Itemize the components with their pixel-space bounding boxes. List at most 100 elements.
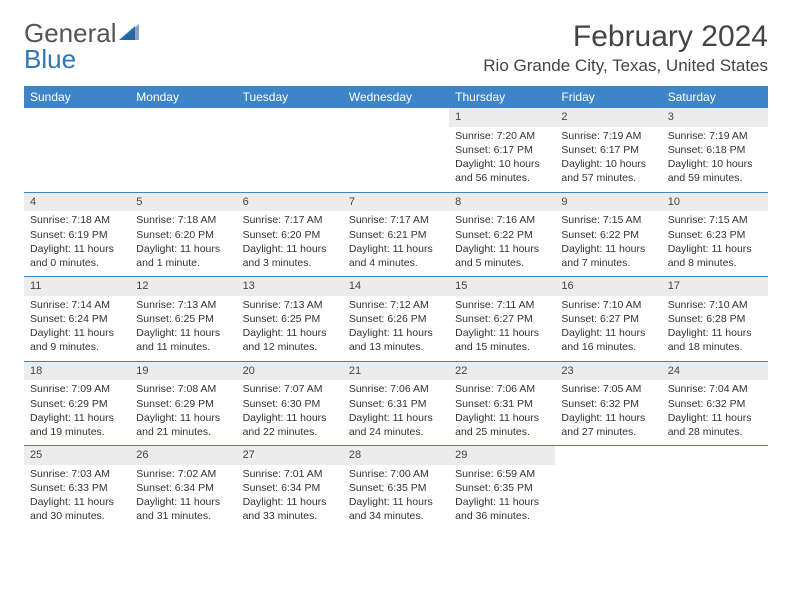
day-number xyxy=(555,446,661,465)
day-details: Sunrise: 7:02 AMSunset: 6:34 PMDaylight:… xyxy=(130,465,236,530)
sunset-text: Sunset: 6:27 PM xyxy=(561,312,655,326)
sunset-text: Sunset: 6:19 PM xyxy=(30,228,124,242)
day-number: 8 xyxy=(449,193,555,212)
daylight-text: Daylight: 11 hours and 28 minutes. xyxy=(668,411,762,439)
sunrise-text: Sunrise: 7:06 AM xyxy=(455,382,549,396)
sunrise-text: Sunrise: 7:15 AM xyxy=(561,213,655,227)
day-number xyxy=(343,108,449,127)
daylight-text: Daylight: 11 hours and 36 minutes. xyxy=(455,495,549,523)
day-details: Sunrise: 7:19 AMSunset: 6:17 PMDaylight:… xyxy=(555,127,661,192)
sunset-text: Sunset: 6:35 PM xyxy=(349,481,443,495)
calendar: Sunday Monday Tuesday Wednesday Thursday… xyxy=(24,86,768,530)
weeks-container: 1Sunrise: 7:20 AMSunset: 6:17 PMDaylight… xyxy=(24,108,768,530)
day-cell: 24Sunrise: 7:04 AMSunset: 6:32 PMDayligh… xyxy=(662,361,768,446)
day-number: 18 xyxy=(24,362,130,381)
sunset-text: Sunset: 6:32 PM xyxy=(668,397,762,411)
sunrise-text: Sunrise: 7:10 AM xyxy=(561,298,655,312)
day-details: Sunrise: 7:11 AMSunset: 6:27 PMDaylight:… xyxy=(449,296,555,361)
day-details: Sunrise: 7:00 AMSunset: 6:35 PMDaylight:… xyxy=(343,465,449,530)
day-cell: 2Sunrise: 7:19 AMSunset: 6:17 PMDaylight… xyxy=(555,108,661,192)
day-cell: 4Sunrise: 7:18 AMSunset: 6:19 PMDaylight… xyxy=(24,192,130,277)
day-details: Sunrise: 7:10 AMSunset: 6:28 PMDaylight:… xyxy=(662,296,768,361)
daylight-text: Daylight: 11 hours and 18 minutes. xyxy=(668,326,762,354)
day-number: 10 xyxy=(662,193,768,212)
day-number: 26 xyxy=(130,446,236,465)
daylight-text: Daylight: 11 hours and 19 minutes. xyxy=(30,411,124,439)
day-cell: 14Sunrise: 7:12 AMSunset: 6:26 PMDayligh… xyxy=(343,276,449,361)
daylight-text: Daylight: 11 hours and 11 minutes. xyxy=(136,326,230,354)
day-header: Tuesday xyxy=(237,86,343,108)
day-details: Sunrise: 7:09 AMSunset: 6:29 PMDaylight:… xyxy=(24,380,130,445)
day-cell xyxy=(555,445,661,530)
day-number: 12 xyxy=(130,277,236,296)
day-header: Thursday xyxy=(449,86,555,108)
daylight-text: Daylight: 11 hours and 7 minutes. xyxy=(561,242,655,270)
day-cell: 6Sunrise: 7:17 AMSunset: 6:20 PMDaylight… xyxy=(237,192,343,277)
daylight-text: Daylight: 11 hours and 33 minutes. xyxy=(243,495,337,523)
day-details: Sunrise: 7:10 AMSunset: 6:27 PMDaylight:… xyxy=(555,296,661,361)
day-number xyxy=(662,446,768,465)
day-header: Wednesday xyxy=(343,86,449,108)
daylight-text: Daylight: 10 hours and 56 minutes. xyxy=(455,157,549,185)
day-cell: 3Sunrise: 7:19 AMSunset: 6:18 PMDaylight… xyxy=(662,108,768,192)
day-number: 15 xyxy=(449,277,555,296)
day-number: 11 xyxy=(24,277,130,296)
sunset-text: Sunset: 6:21 PM xyxy=(349,228,443,242)
day-details: Sunrise: 7:14 AMSunset: 6:24 PMDaylight:… xyxy=(24,296,130,361)
day-number xyxy=(237,108,343,127)
day-cell: 29Sunrise: 6:59 AMSunset: 6:35 PMDayligh… xyxy=(449,445,555,530)
day-number: 4 xyxy=(24,193,130,212)
daylight-text: Daylight: 11 hours and 1 minute. xyxy=(136,242,230,270)
daylight-text: Daylight: 10 hours and 59 minutes. xyxy=(668,157,762,185)
sunset-text: Sunset: 6:30 PM xyxy=(243,397,337,411)
day-details: Sunrise: 7:16 AMSunset: 6:22 PMDaylight:… xyxy=(449,211,555,276)
day-cell xyxy=(24,108,130,192)
day-details: Sunrise: 7:20 AMSunset: 6:17 PMDaylight:… xyxy=(449,127,555,192)
day-cell: 20Sunrise: 7:07 AMSunset: 6:30 PMDayligh… xyxy=(237,361,343,446)
sunset-text: Sunset: 6:18 PM xyxy=(668,143,762,157)
daylight-text: Daylight: 11 hours and 22 minutes. xyxy=(243,411,337,439)
week-row: 1Sunrise: 7:20 AMSunset: 6:17 PMDaylight… xyxy=(24,108,768,192)
daylight-text: Daylight: 11 hours and 27 minutes. xyxy=(561,411,655,439)
sunrise-text: Sunrise: 7:17 AM xyxy=(243,213,337,227)
day-cell: 10Sunrise: 7:15 AMSunset: 6:23 PMDayligh… xyxy=(662,192,768,277)
day-details: Sunrise: 7:08 AMSunset: 6:29 PMDaylight:… xyxy=(130,380,236,445)
day-details: Sunrise: 7:15 AMSunset: 6:23 PMDaylight:… xyxy=(662,211,768,276)
day-cell xyxy=(662,445,768,530)
day-cell: 5Sunrise: 7:18 AMSunset: 6:20 PMDaylight… xyxy=(130,192,236,277)
sunset-text: Sunset: 6:20 PM xyxy=(136,228,230,242)
sunset-text: Sunset: 6:25 PM xyxy=(136,312,230,326)
month-title: February 2024 xyxy=(483,20,768,54)
day-number: 9 xyxy=(555,193,661,212)
sunset-text: Sunset: 6:29 PM xyxy=(30,397,124,411)
sunset-text: Sunset: 6:22 PM xyxy=(561,228,655,242)
day-details: Sunrise: 7:06 AMSunset: 6:31 PMDaylight:… xyxy=(343,380,449,445)
day-details: Sunrise: 7:19 AMSunset: 6:18 PMDaylight:… xyxy=(662,127,768,192)
sunrise-text: Sunrise: 7:10 AM xyxy=(668,298,762,312)
day-number: 2 xyxy=(555,108,661,127)
day-number: 19 xyxy=(130,362,236,381)
day-cell: 9Sunrise: 7:15 AMSunset: 6:22 PMDaylight… xyxy=(555,192,661,277)
sunrise-text: Sunrise: 7:14 AM xyxy=(30,298,124,312)
day-number: 22 xyxy=(449,362,555,381)
day-number: 5 xyxy=(130,193,236,212)
day-header-row: Sunday Monday Tuesday Wednesday Thursday… xyxy=(24,86,768,108)
day-cell: 7Sunrise: 7:17 AMSunset: 6:21 PMDaylight… xyxy=(343,192,449,277)
day-cell: 21Sunrise: 7:06 AMSunset: 6:31 PMDayligh… xyxy=(343,361,449,446)
sunrise-text: Sunrise: 7:19 AM xyxy=(668,129,762,143)
day-cell: 11Sunrise: 7:14 AMSunset: 6:24 PMDayligh… xyxy=(24,276,130,361)
day-cell: 26Sunrise: 7:02 AMSunset: 6:34 PMDayligh… xyxy=(130,445,236,530)
week-row: 25Sunrise: 7:03 AMSunset: 6:33 PMDayligh… xyxy=(24,445,768,530)
sunset-text: Sunset: 6:31 PM xyxy=(349,397,443,411)
sunset-text: Sunset: 6:31 PM xyxy=(455,397,549,411)
sunrise-text: Sunrise: 7:00 AM xyxy=(349,467,443,481)
sunrise-text: Sunrise: 7:16 AM xyxy=(455,213,549,227)
day-details: Sunrise: 7:13 AMSunset: 6:25 PMDaylight:… xyxy=(130,296,236,361)
day-details: Sunrise: 7:04 AMSunset: 6:32 PMDaylight:… xyxy=(662,380,768,445)
day-details: Sunrise: 7:03 AMSunset: 6:33 PMDaylight:… xyxy=(24,465,130,530)
day-details: Sunrise: 7:18 AMSunset: 6:20 PMDaylight:… xyxy=(130,211,236,276)
daylight-text: Daylight: 11 hours and 21 minutes. xyxy=(136,411,230,439)
day-cell: 8Sunrise: 7:16 AMSunset: 6:22 PMDaylight… xyxy=(449,192,555,277)
daylight-text: Daylight: 11 hours and 13 minutes. xyxy=(349,326,443,354)
day-details: Sunrise: 7:01 AMSunset: 6:34 PMDaylight:… xyxy=(237,465,343,530)
